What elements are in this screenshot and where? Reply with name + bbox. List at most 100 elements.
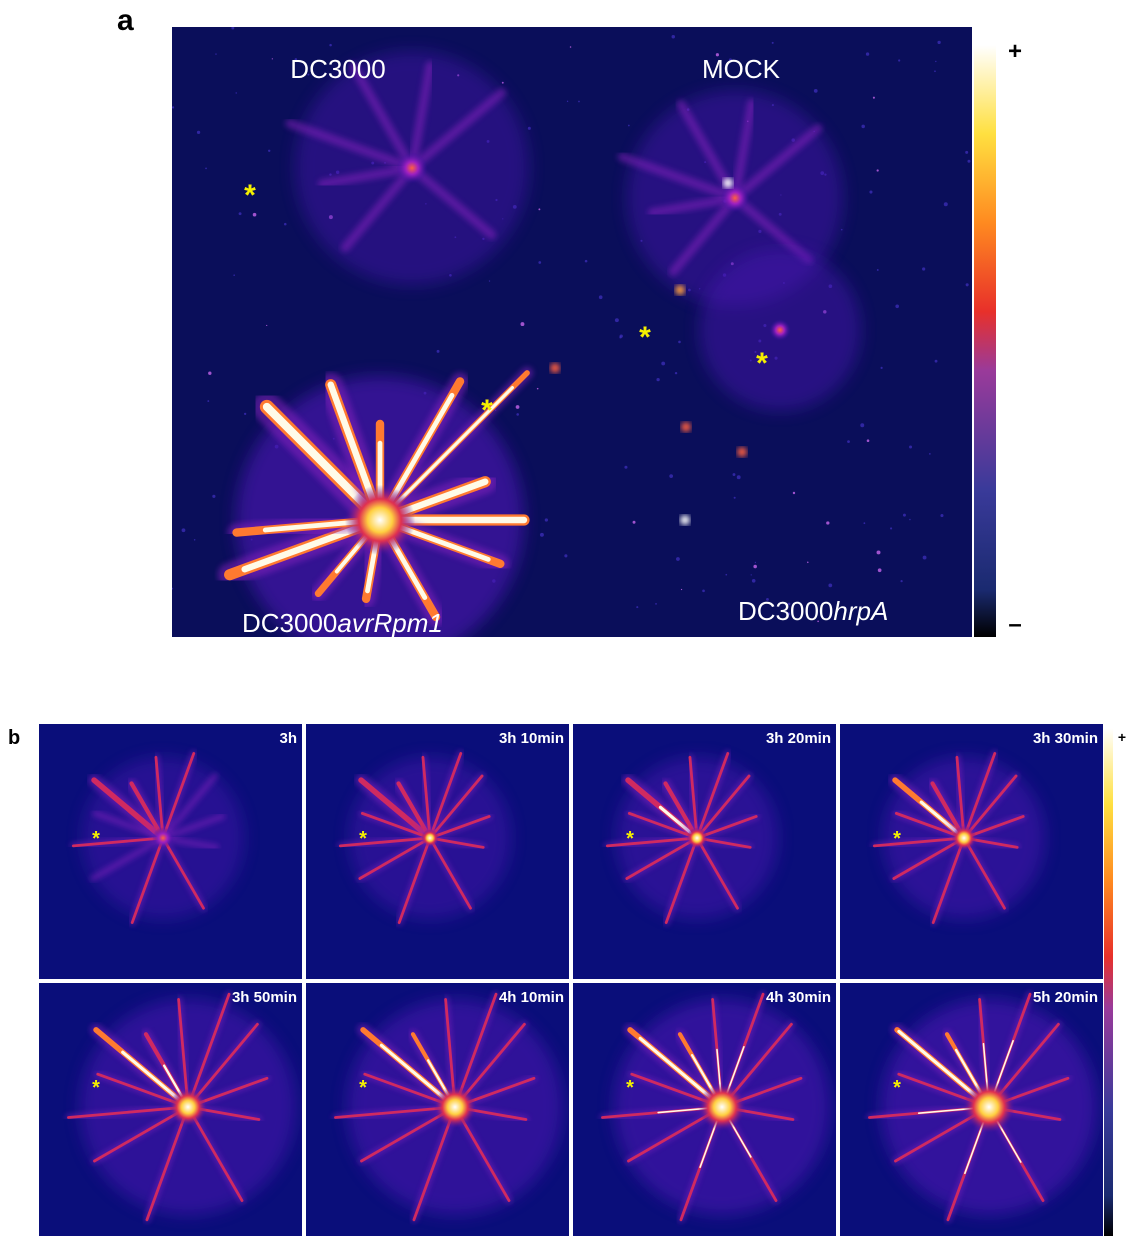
speck [675, 372, 677, 374]
speck [268, 150, 270, 152]
rosette-center [721, 184, 750, 213]
speck [620, 334, 623, 337]
speck [516, 413, 519, 416]
time-label: 5h 20min [1033, 989, 1098, 1006]
time-label: 3h 10min [499, 730, 564, 747]
rosette-center [687, 828, 708, 849]
asterisk: * [359, 828, 367, 850]
speck [753, 565, 757, 569]
asterisk: * [92, 1077, 100, 1099]
speck [866, 52, 869, 55]
time-frame: 3h 10min * [305, 723, 570, 980]
speck [538, 208, 540, 210]
speck [937, 41, 940, 44]
scale-high: + [1008, 38, 1022, 65]
speck [923, 556, 927, 560]
speck [197, 131, 200, 134]
speck [752, 579, 756, 583]
speck [672, 35, 675, 38]
asterisk: * [481, 394, 493, 427]
rosette-center [421, 829, 438, 846]
time-series: 3h*3h 10min*3h 20min*3h 30min*3h 50min*4… [38, 723, 1104, 1236]
bright-spot [681, 422, 691, 432]
speck [233, 274, 235, 276]
asterisk: * [626, 828, 634, 850]
speck [934, 70, 936, 72]
panel-label: b [8, 727, 20, 749]
speck [814, 89, 818, 93]
speck [624, 466, 627, 469]
speck [545, 518, 548, 521]
speck [877, 550, 881, 554]
speck [860, 423, 864, 427]
color-scale [974, 45, 996, 637]
bright-spot [550, 363, 560, 373]
speck [208, 372, 211, 375]
speck [898, 59, 900, 61]
speck [194, 539, 196, 541]
speck [826, 521, 829, 524]
speck [678, 341, 681, 344]
time-frame: 3h* [38, 723, 303, 980]
figure: a DC3000 MOCK DC3000avrRpm1 DC3000hrpA *… [0, 0, 1127, 1236]
speck [725, 574, 727, 576]
speck [661, 362, 665, 366]
speck [244, 413, 246, 415]
asterisk: * [893, 1077, 901, 1099]
speck [681, 589, 682, 590]
scale-low: – [1008, 611, 1021, 638]
speck [793, 492, 795, 494]
speck [182, 528, 186, 532]
rosette-center [952, 826, 977, 851]
speck [570, 46, 572, 48]
speck [940, 514, 943, 517]
rosette-center [434, 1086, 476, 1128]
speck [171, 588, 173, 590]
speck [863, 522, 865, 524]
speck [655, 603, 657, 605]
speck [528, 127, 531, 130]
strain-label: DC3000hrpA [738, 596, 888, 626]
bright-spot [737, 447, 747, 457]
asterisk: * [893, 828, 901, 850]
speck [231, 27, 234, 30]
speck [676, 557, 680, 561]
speck [877, 269, 879, 271]
time-label: 4h 10min [499, 989, 564, 1006]
rosette-center [699, 1084, 746, 1131]
scale-high: + [1118, 729, 1126, 745]
scale-low: – [1118, 1231, 1126, 1236]
speck [755, 562, 756, 563]
time-label: 3h [279, 730, 297, 747]
speck [212, 495, 215, 498]
speck [284, 223, 287, 226]
time-frame: 4h 10min* [305, 982, 570, 1236]
speck [807, 562, 809, 564]
speck [922, 267, 925, 270]
rosette-center [396, 152, 427, 183]
speck [873, 97, 875, 99]
speck [567, 101, 568, 102]
speck [669, 474, 673, 478]
speck [909, 445, 912, 448]
speck [935, 360, 938, 363]
speck [585, 260, 588, 263]
speck [215, 53, 216, 54]
speck [880, 367, 882, 369]
speck [239, 212, 242, 215]
rosette-center [963, 1081, 1015, 1133]
speck [751, 574, 752, 575]
rosette-center [169, 1088, 206, 1125]
time-label: 3h 20min [766, 730, 831, 747]
speck [578, 101, 580, 103]
speck [564, 554, 567, 557]
color-scale [1104, 728, 1113, 1236]
speck [944, 202, 948, 206]
speck [878, 568, 882, 572]
speck [935, 61, 936, 62]
strain-label: DC3000avrRpm1 [242, 608, 443, 638]
speck [772, 42, 774, 44]
time-frame: 4h 30min* [572, 982, 837, 1236]
asterisk: * [244, 179, 256, 212]
speck [235, 92, 236, 93]
